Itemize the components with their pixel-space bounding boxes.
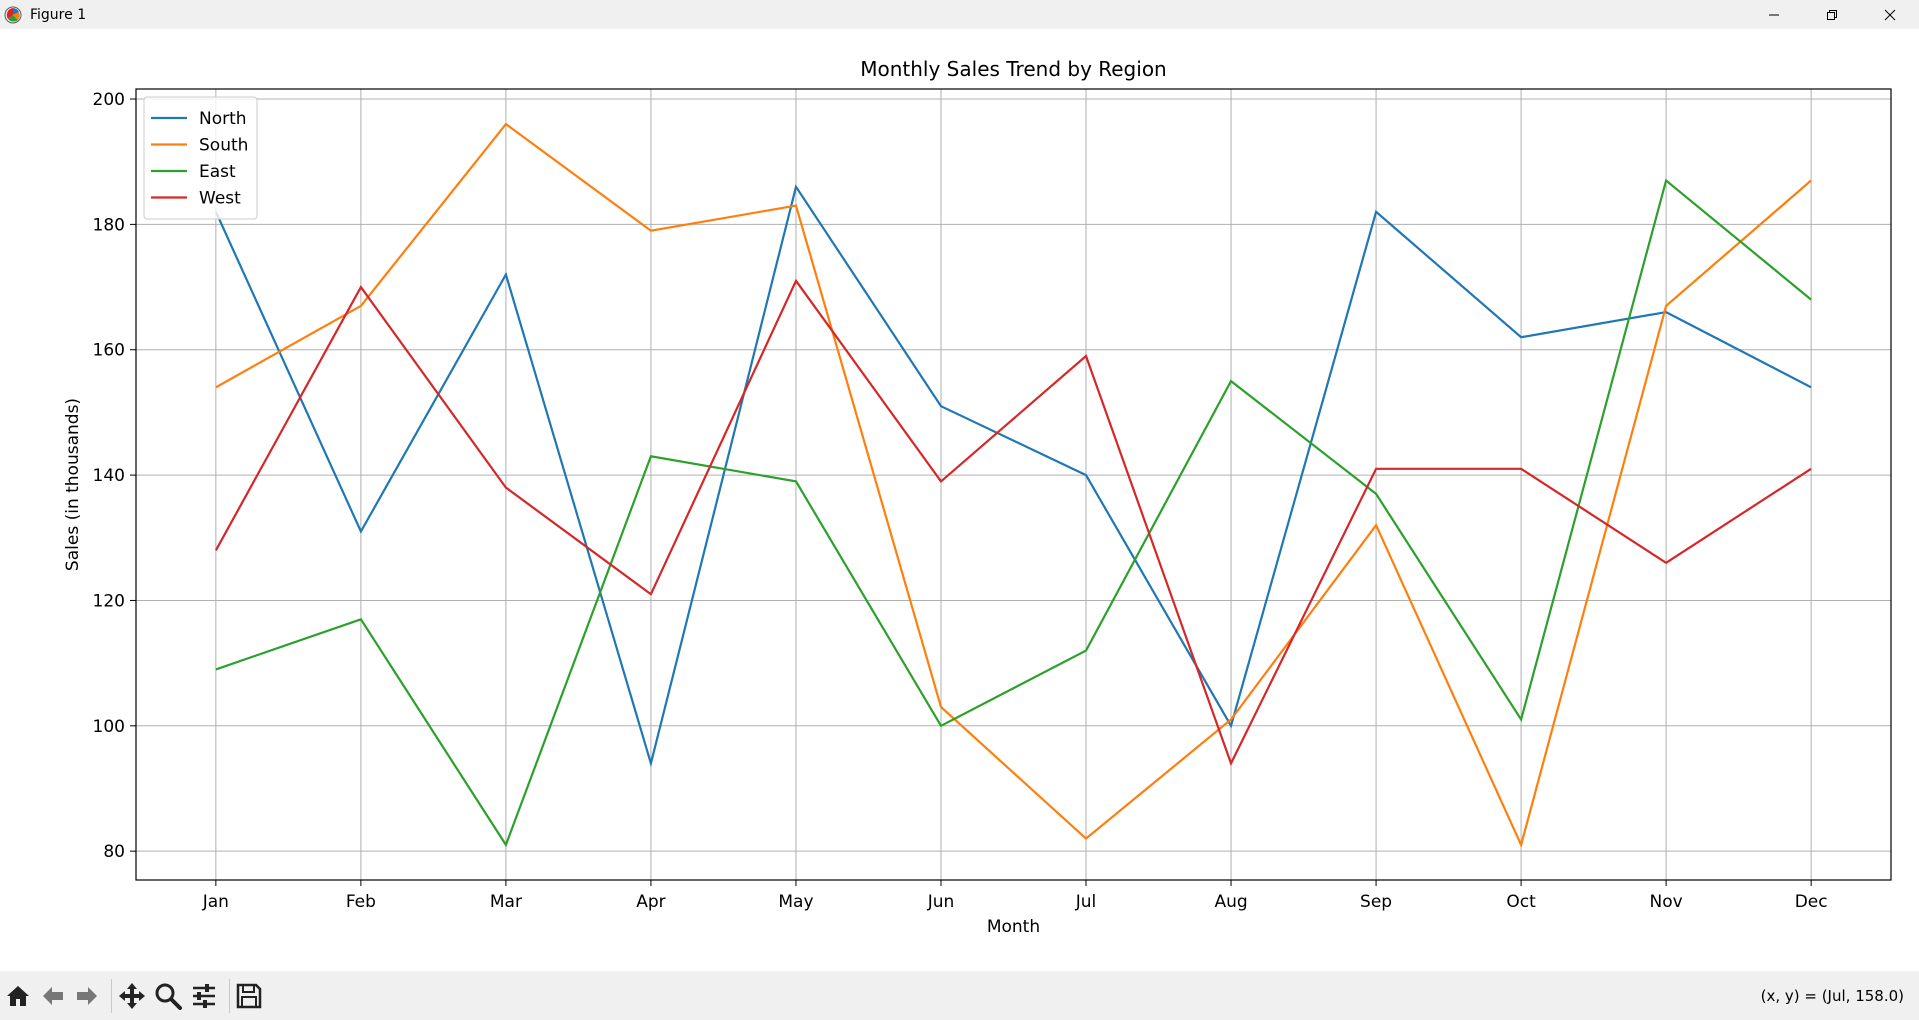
y-tick-label: 80 [103,842,125,862]
y-tick-label: 100 [93,717,125,737]
axes-frame [135,88,1892,881]
chart-title: Monthly Sales Trend by Region [860,57,1166,81]
navigation-toolbar: (x, y) = (Jul, 158.0) [0,971,1919,1020]
y-tick-label: 200 [93,90,125,110]
cursor-coordinates: (x, y) = (Jul, 158.0) [1760,987,1904,1005]
x-tick-label: Jul [1075,892,1097,912]
toolbar-separator [111,979,112,1013]
x-tick-label: Aug [1214,892,1247,912]
back-icon [43,987,63,1005]
series-line-east [215,178,1812,848]
configure-subplots-button[interactable] [189,981,219,1011]
window-controls [1745,0,1919,29]
x-tick-label: Nov [1650,892,1683,912]
close-button[interactable] [1861,0,1919,29]
matplotlib-app-icon [4,6,22,24]
window-titlebar: Figure 1 [0,0,1919,29]
y-tick-label: 120 [93,591,125,611]
series-line-west [214,278,1812,767]
save-icon [236,983,262,1009]
back-button[interactable] [38,981,68,1011]
minimize-icon [1769,14,1779,15]
configure-subplots-icon [193,984,215,1008]
window-title: Figure 1 [30,6,87,23]
pan-button[interactable] [117,981,147,1011]
pan-icon [119,983,145,1009]
x-tick-label: Jan [202,892,229,912]
x-tick-label: Oct [1506,892,1536,912]
series-lines [214,122,1812,849]
minimize-button[interactable] [1745,0,1803,29]
restore-button[interactable] [1803,0,1861,29]
toolbar-separator [229,979,230,1013]
y-tick-label: 180 [93,215,125,235]
restore-icon [1827,9,1837,20]
legend-label-east: East [199,162,236,182]
series-line-north [214,184,1812,768]
figure-canvas[interactable]: Jan Feb Mar Apr May Jun Jul Aug Sep Oct Nov Dec 80 10… [0,29,1919,971]
forward-icon [77,987,97,1005]
legend-label-south: South [199,136,248,156]
zoom-icon [155,983,182,1010]
y-tick-label: 160 [93,341,125,361]
legend-label-north: North [199,109,247,129]
x-tick-label: Apr [636,892,665,912]
x-axis-label: Month [987,917,1040,937]
grid [136,89,1891,880]
zoom-button[interactable] [153,981,183,1011]
line-chart: Jan Feb Mar Apr May Jun Jul Aug Sep Oct Nov Dec 80 10… [63,57,1892,937]
legend-box [143,96,258,220]
x-tick-label: May [778,892,813,912]
x-tick-label: Feb [346,892,376,912]
legend: North South East West [143,96,258,220]
home-icon [7,986,29,1006]
forward-button[interactable] [72,981,102,1011]
x-tick-label: Mar [490,892,522,912]
close-icon [1884,9,1896,20]
save-button[interactable] [234,981,264,1011]
axis-ticks: Jan Feb Mar Apr May Jun Jul Aug Sep Oct Nov Dec 80 10… [93,90,1828,912]
x-tick-label: Sep [1360,892,1392,912]
x-tick-label: Jun [927,892,955,912]
x-tick-label: Dec [1795,892,1828,912]
y-tick-label: 140 [93,466,125,486]
y-axis-label: Sales (in thousands) [63,398,83,571]
series-line-south [215,122,1812,849]
home-button[interactable] [3,981,33,1011]
legend-label-west: West [199,189,241,209]
